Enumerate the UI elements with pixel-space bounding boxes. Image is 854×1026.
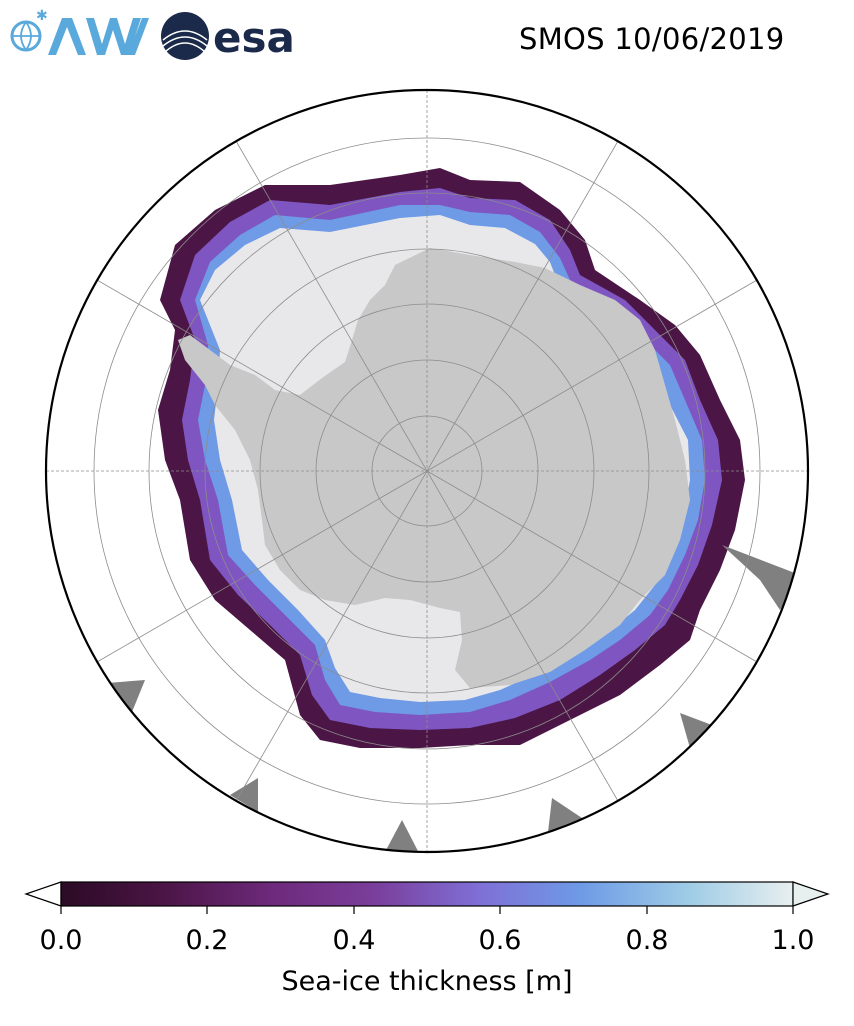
colorbar-tick-label: 0.8 xyxy=(625,925,669,956)
esa-emblem-lines xyxy=(162,30,208,53)
australia-land xyxy=(385,820,420,852)
antarctica-land xyxy=(205,248,690,688)
colorbar-tick-label: 1.0 xyxy=(771,925,815,956)
awi-logo: ✱ xyxy=(10,8,149,55)
colorbar-tick-label: 0.2 xyxy=(185,925,229,956)
colorbar-gradient xyxy=(60,881,794,907)
colorbar-extend-high xyxy=(792,881,830,907)
globe-meridian xyxy=(12,21,40,51)
map-boundary xyxy=(44,88,810,854)
star-icon: ✱ xyxy=(36,8,48,24)
indian-ocean-island xyxy=(680,713,712,748)
antarctic-peninsula xyxy=(178,335,275,395)
logos: ✱ esa xyxy=(10,8,295,62)
africa-land xyxy=(722,545,800,610)
colorbar-tick-label: 0.6 xyxy=(478,925,522,956)
awi-wordmark xyxy=(48,18,149,55)
colorbar-tick-label: 0.4 xyxy=(332,925,376,956)
south-america-land xyxy=(107,680,145,712)
esa-emblem-icon xyxy=(161,12,209,60)
graticule xyxy=(46,90,808,852)
new-zealand-land xyxy=(230,778,258,812)
colorbar xyxy=(24,881,830,914)
colorbar-tick-label: 0.0 xyxy=(39,925,83,956)
tasmania-land xyxy=(548,798,582,832)
sea-ice-map xyxy=(44,88,810,854)
esa-logo: esa xyxy=(161,12,295,62)
esa-wordmark: esa xyxy=(213,13,295,62)
colorbar-extend-low xyxy=(24,881,62,907)
colorbar-ticks xyxy=(60,906,794,914)
colorbar-label: Sea-ice thickness [m] xyxy=(281,966,573,997)
map-title: SMOS 10/06/2019 xyxy=(519,22,785,56)
